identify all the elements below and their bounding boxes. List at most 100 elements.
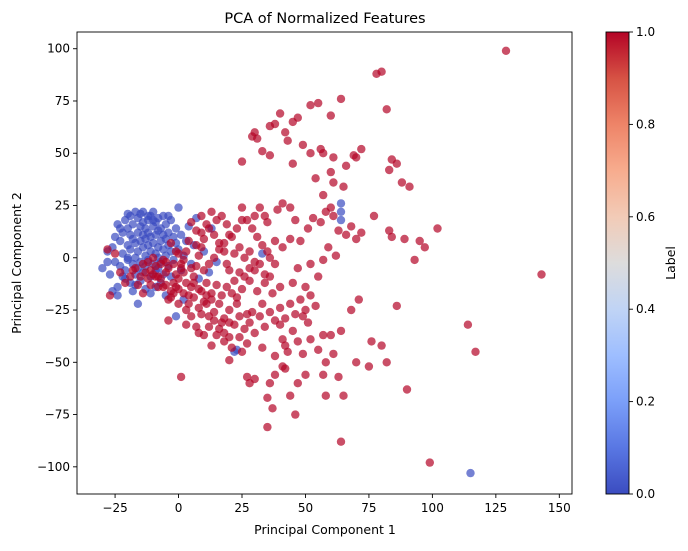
data-point [334, 372, 343, 382]
data-point [225, 266, 234, 275]
data-point [314, 345, 323, 354]
data-point [204, 322, 214, 331]
data-point [222, 259, 231, 269]
data-point [329, 349, 338, 359]
data-point [176, 230, 186, 239]
scatter-points [98, 46, 546, 478]
data-point [174, 299, 183, 308]
data-point [278, 335, 287, 344]
data-point [275, 320, 285, 329]
data-point [171, 312, 181, 321]
data-point [293, 337, 302, 346]
data-point [463, 320, 473, 329]
data-point [306, 335, 315, 344]
y-tick-label: −75 [45, 408, 70, 422]
data-point [192, 241, 201, 250]
data-point [255, 203, 264, 212]
data-point [202, 220, 211, 229]
data-point [209, 316, 219, 325]
data-point [143, 257, 153, 267]
data-point [207, 341, 216, 350]
colorbar-ticks: 0.0 0.2 0.4 0.6 0.8 1.0 [629, 25, 655, 501]
data-point [235, 312, 244, 321]
data-point [288, 326, 297, 336]
data-point [301, 282, 310, 292]
data-point [154, 282, 163, 292]
data-point [275, 282, 285, 292]
data-point [189, 272, 198, 281]
data-point [265, 379, 275, 388]
data-point [306, 259, 315, 269]
data-point [336, 207, 346, 216]
data-point [113, 291, 122, 300]
data-point [237, 215, 247, 225]
data-point [281, 364, 290, 373]
data-point [466, 468, 475, 478]
data-point [189, 278, 198, 288]
data-point [263, 218, 272, 227]
data-point [263, 393, 272, 402]
data-point [253, 287, 262, 296]
data-point [171, 247, 181, 256]
data-point [255, 259, 264, 269]
data-point [136, 272, 145, 281]
y-axis-ticks: −100 −75 −50 −25 0 25 50 75 100 [37, 42, 77, 474]
data-point [341, 230, 351, 239]
data-point [250, 266, 259, 275]
data-point [182, 247, 191, 256]
data-point [197, 211, 206, 221]
data-point [306, 101, 315, 110]
data-point [187, 312, 196, 321]
data-point [336, 94, 346, 104]
data-point [258, 343, 267, 352]
x-tick-label: 75 [361, 501, 376, 515]
data-point [105, 291, 115, 300]
data-point [377, 341, 386, 350]
data-point [382, 105, 391, 114]
data-point [263, 422, 272, 432]
data-point [293, 379, 302, 388]
data-point [237, 284, 247, 294]
data-point [270, 370, 280, 379]
data-point [174, 274, 183, 283]
y-tick-label: 25 [55, 199, 70, 213]
data-point [179, 255, 188, 265]
data-point [194, 284, 203, 294]
data-point [268, 289, 277, 298]
data-point [227, 343, 236, 352]
x-tick-label: 25 [234, 501, 249, 515]
data-point [128, 220, 137, 229]
data-point [126, 230, 135, 239]
data-point [232, 299, 242, 308]
x-axis-label: Principal Component 1 [254, 522, 396, 537]
data-point [420, 243, 429, 252]
data-point [288, 159, 297, 168]
data-point [286, 299, 295, 308]
data-point [281, 341, 290, 350]
data-point [204, 259, 214, 269]
y-tick-label: 50 [55, 146, 70, 160]
data-point [199, 266, 209, 275]
data-point [103, 245, 112, 254]
data-point [253, 232, 262, 242]
data-point [207, 295, 216, 304]
data-point [199, 234, 209, 244]
data-point [306, 149, 315, 158]
data-point [258, 299, 267, 308]
data-point [400, 234, 409, 244]
data-point [174, 203, 183, 212]
data-point [171, 224, 181, 233]
data-point [265, 151, 275, 160]
data-point [306, 291, 315, 300]
data-point [237, 347, 247, 356]
data-point [321, 391, 330, 400]
data-point [291, 310, 300, 319]
data-point [357, 144, 366, 154]
data-point [501, 46, 511, 55]
data-point [352, 358, 361, 367]
data-point [179, 289, 188, 298]
data-point [105, 270, 115, 279]
data-point [286, 203, 295, 212]
data-point [270, 351, 280, 361]
